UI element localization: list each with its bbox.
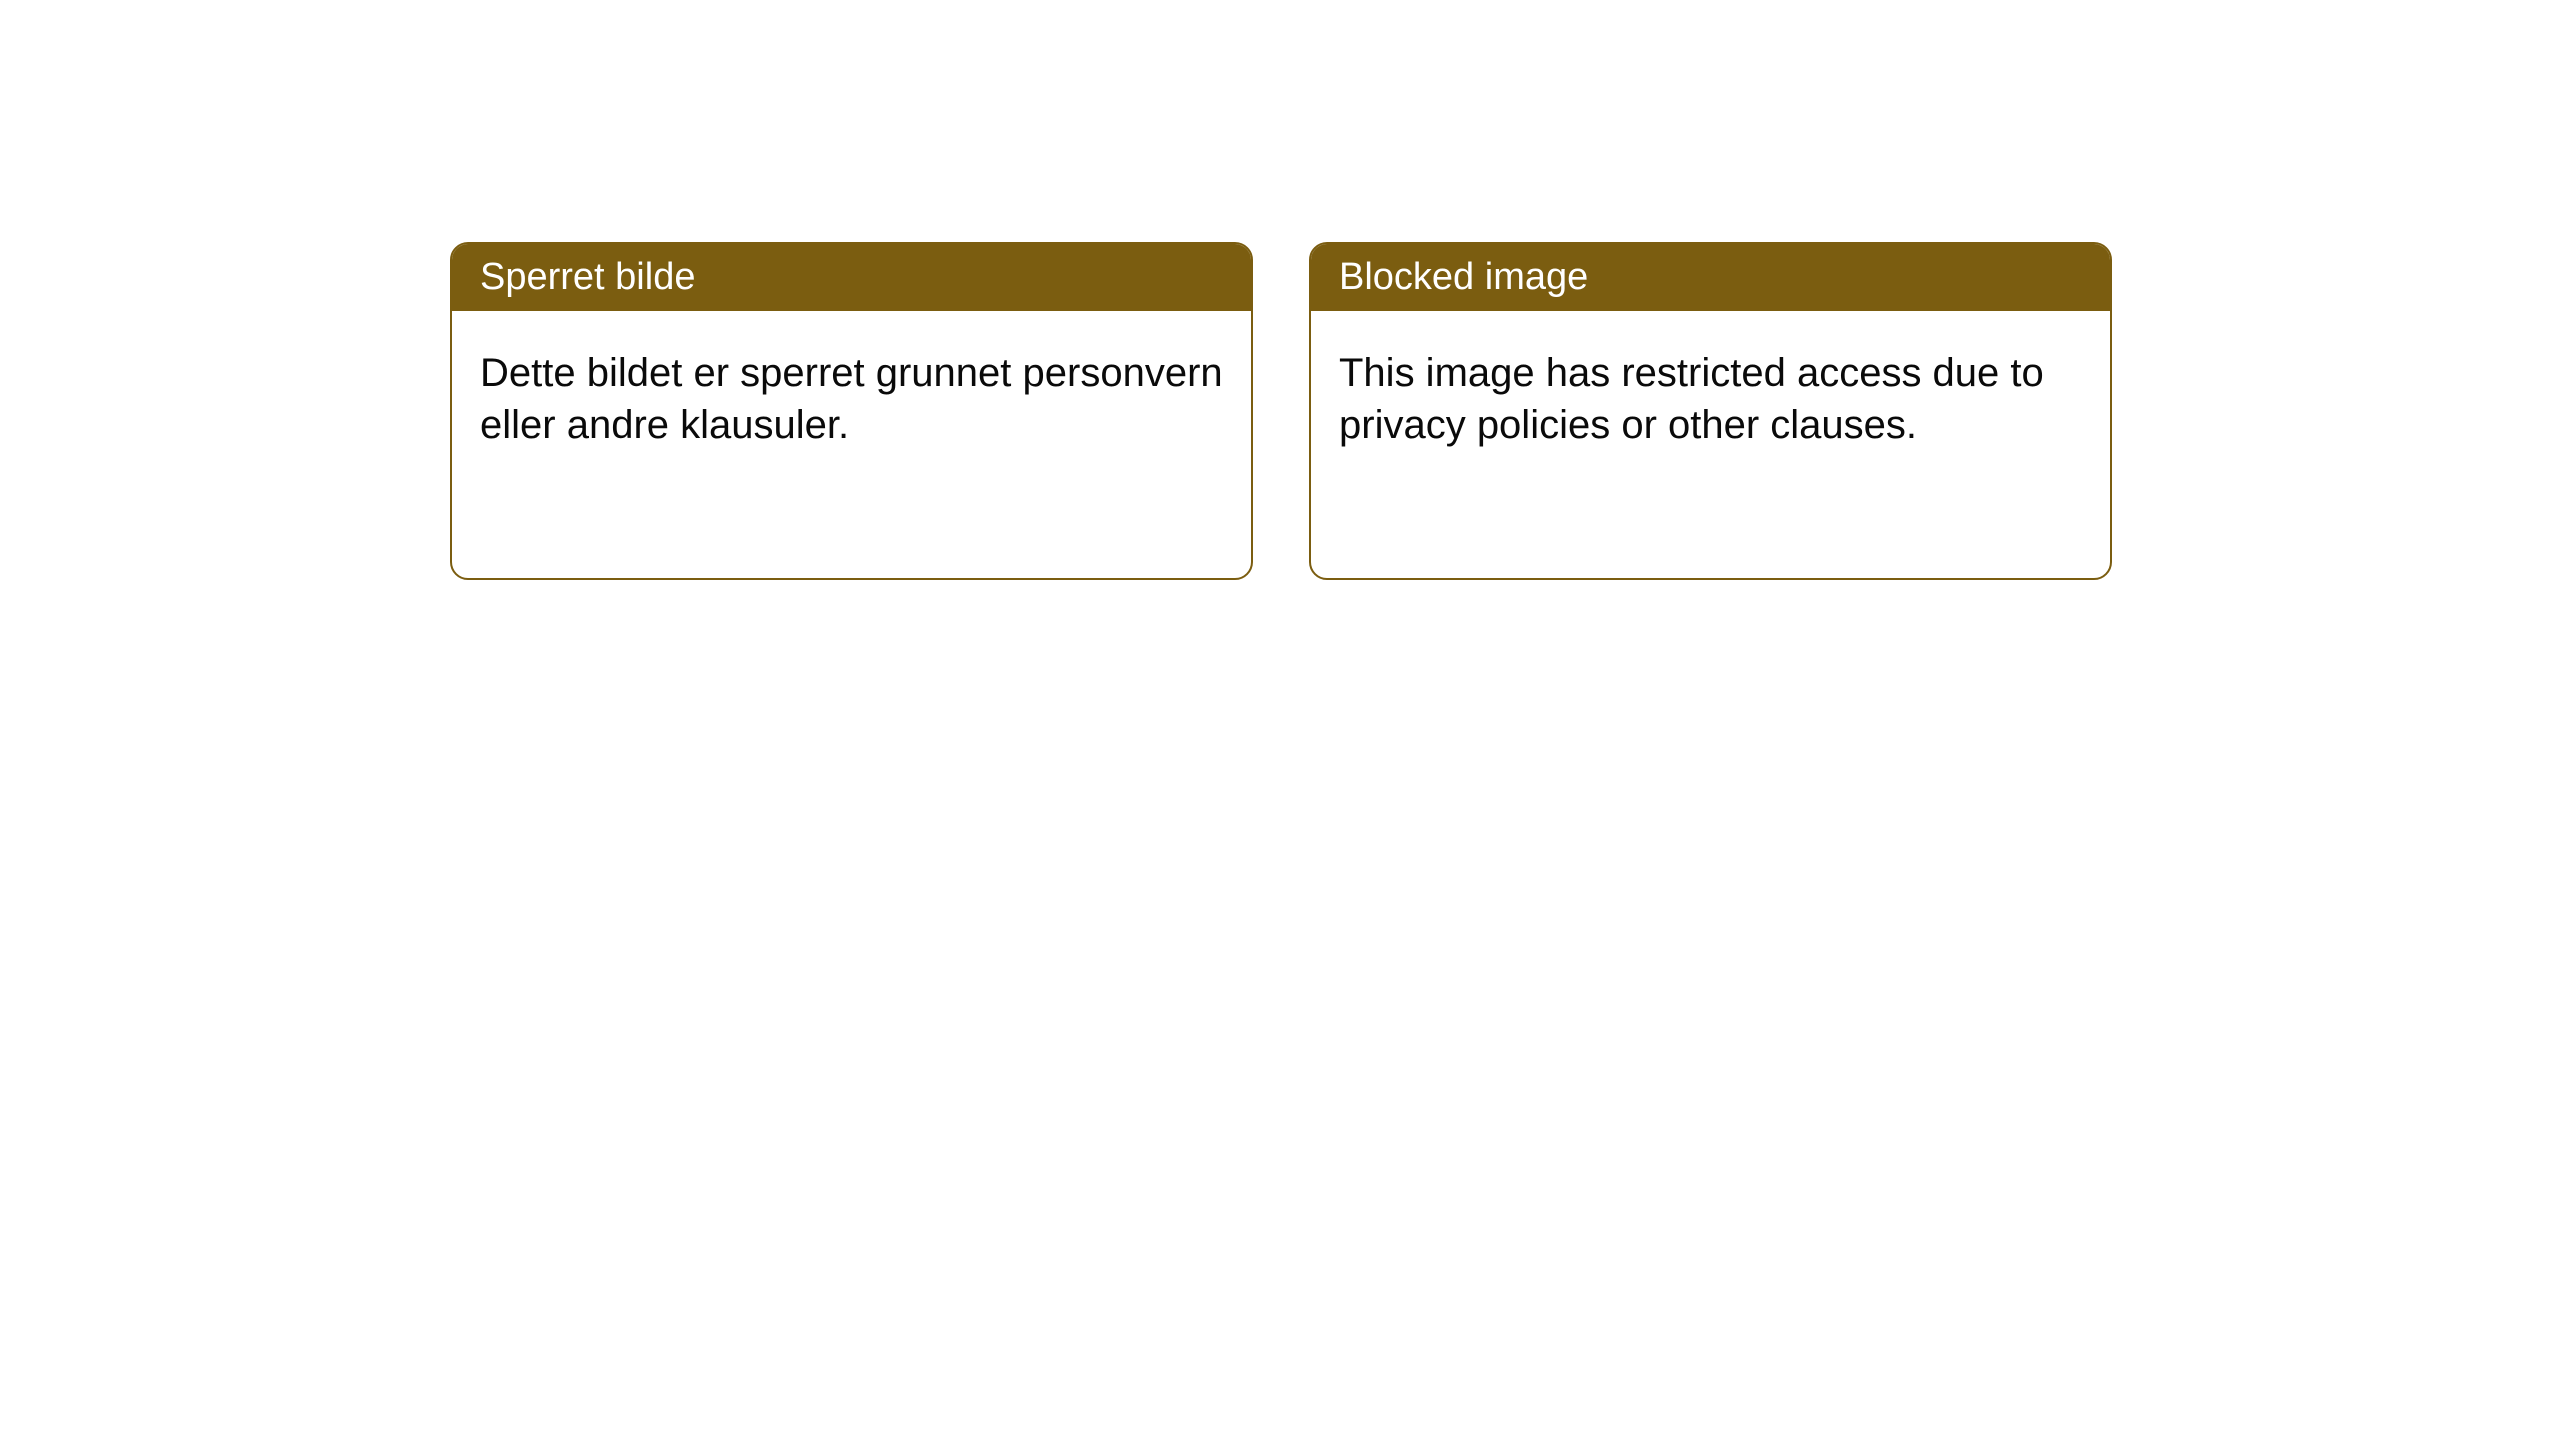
card-body-text: Dette bildet er sperret grunnet personve… (480, 351, 1223, 447)
card-header: Blocked image (1311, 244, 2110, 311)
card-norwegian: Sperret bilde Dette bildet er sperret gr… (450, 242, 1253, 580)
cards-container: Sperret bilde Dette bildet er sperret gr… (450, 242, 2112, 580)
card-title: Sperret bilde (480, 256, 695, 298)
card-header: Sperret bilde (452, 244, 1251, 311)
card-body-text: This image has restricted access due to … (1339, 351, 2044, 447)
card-title: Blocked image (1339, 256, 1588, 298)
card-english: Blocked image This image has restricted … (1309, 242, 2112, 580)
card-body: Dette bildet er sperret grunnet personve… (452, 311, 1251, 487)
card-body: This image has restricted access due to … (1311, 311, 2110, 487)
